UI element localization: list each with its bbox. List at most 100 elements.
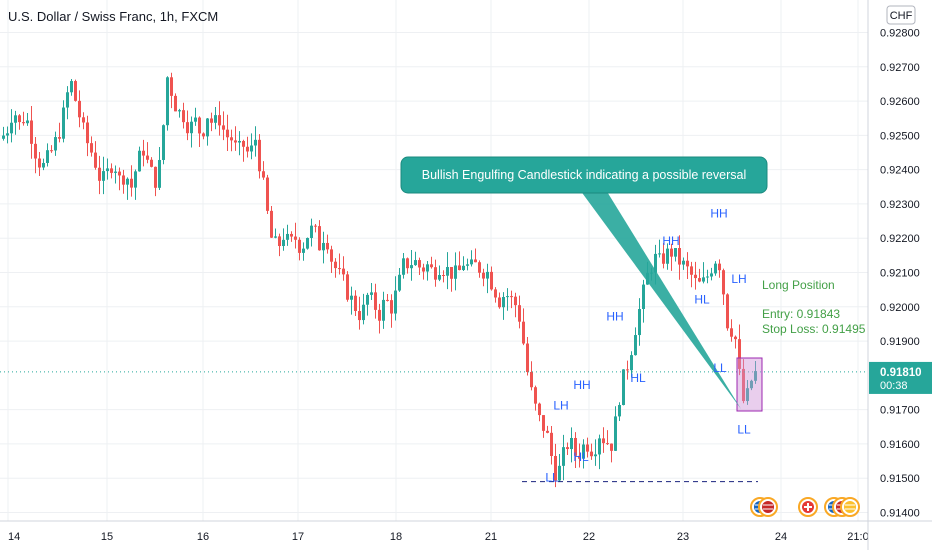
candle-up [622,369,625,406]
candle-up [746,388,749,402]
candle-up [14,115,17,123]
y-tick-label: 0.92600 [880,96,920,108]
candle-down [590,451,593,457]
candle-up [634,335,637,356]
candle-up [562,447,565,466]
candle-down [154,166,157,188]
candle-down [90,143,93,153]
candle-down [234,140,237,143]
candle-down [522,321,525,344]
candle-down [490,271,493,290]
x-tick-label: 24 [775,531,787,543]
candle-down [538,403,541,416]
candle-up [394,290,397,314]
candle-down [146,155,149,160]
swing-label: LH [731,272,746,286]
swing-label: HL [694,292,710,306]
candle-down [210,118,213,123]
candle-up [598,438,601,455]
swing-label: HH [662,234,679,248]
y-tick-label: 0.91600 [880,439,920,451]
candle-up [178,110,181,112]
chart-title: U.S. Dollar / Swiss Franc, 1h, FXCM [8,9,219,24]
candle-up [42,162,45,168]
swing-label: HH [573,378,590,392]
candle-up [438,275,441,280]
y-tick-label: 0.92400 [880,165,920,177]
swing-label: HL [573,450,589,464]
candle-down [330,249,333,262]
candle-up [446,266,449,276]
candle-up [398,274,401,291]
overlays: Bullish Engulfing Candlestick indicating… [0,156,868,517]
y-tick-label: 0.92800 [880,28,920,40]
candle-up [714,263,717,274]
candle-down [18,115,21,123]
candle-up [106,168,109,172]
candle-down [494,289,497,298]
candle-down [610,443,613,451]
candle-up [322,242,325,251]
candle-down [358,311,361,321]
grid [0,0,868,521]
candle-up [462,265,465,271]
candle-up [630,355,633,371]
candle-up [426,264,429,272]
candle-up [558,465,561,481]
candle-up [470,259,473,265]
candle-down [498,297,501,308]
flag-fill [762,501,774,513]
candle-down [374,292,377,310]
x-tick-label: 16 [197,531,209,543]
candle-down [298,239,301,253]
candle-down [718,263,721,271]
candle-down [182,110,185,123]
candle-down [294,236,297,240]
candle-up [158,159,161,188]
candle-down [122,175,125,185]
candle-up [502,297,505,308]
y-tick-label: 0.91400 [880,508,920,520]
candle-up [702,277,705,282]
swing-label: LL [713,361,727,375]
y-tick-label: 0.91900 [880,336,920,348]
candle-down [534,387,537,404]
swing-label: HL [630,371,646,385]
candle-down [542,415,545,431]
candle-up [114,171,117,173]
candle-down [602,438,605,444]
candle-down [378,309,381,321]
candle-up [754,371,757,381]
x-tick-label: 18 [390,531,402,543]
callout-pointer [580,190,741,409]
y-tick-label: 0.92100 [880,268,920,280]
candle-down [450,266,453,279]
candle-down [738,339,741,369]
candle-up [642,284,645,310]
candle-up [402,258,405,275]
candle-up [306,237,309,249]
x-tick-label: 22 [583,531,595,543]
candle-down [334,261,337,269]
candle-up [206,118,209,137]
candle-down [118,171,121,176]
candles [2,72,757,488]
candle-down [406,258,409,269]
candle-up [46,150,49,163]
candle-down [690,266,693,275]
candle-down [58,137,61,139]
candle-down [262,171,265,178]
callout-box [400,156,768,194]
candle-down [86,122,89,144]
candle-down [346,274,349,300]
candle-up [194,117,197,122]
candle-down [678,248,681,265]
candle-down [150,159,153,167]
price-tag-value: 0.91810 [880,367,922,379]
candle-down [726,294,729,329]
candle-up [362,304,365,321]
long-position-label: Long Position [762,278,835,292]
candle-down [94,152,97,168]
